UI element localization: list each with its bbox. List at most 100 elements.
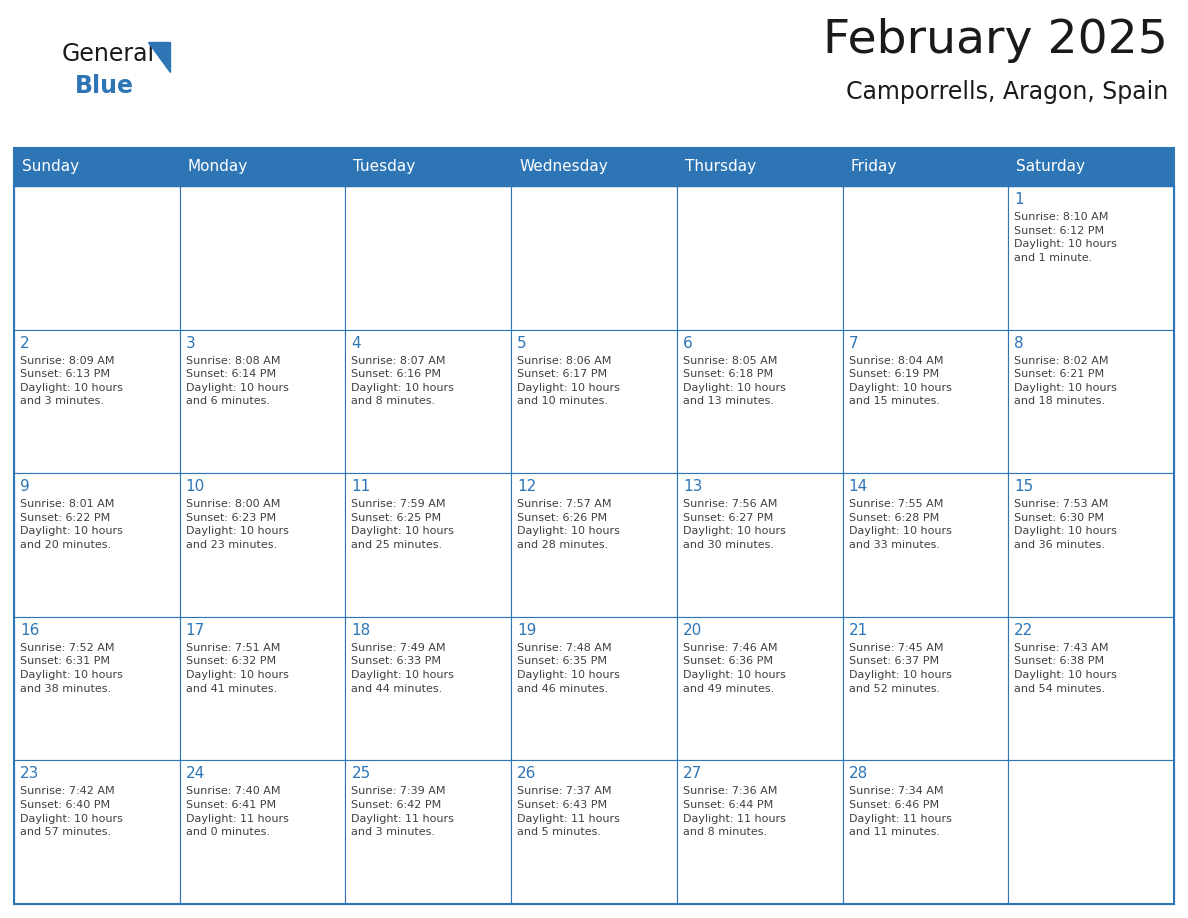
Bar	[14, 760, 179, 904]
Text: 21: 21	[848, 622, 867, 638]
Text: 17: 17	[185, 622, 206, 638]
Text: 1: 1	[1015, 192, 1024, 207]
Bar	[842, 473, 1009, 617]
Text: General: General	[62, 42, 156, 66]
Bar	[677, 330, 842, 473]
Bar	[511, 760, 677, 904]
Bar	[346, 760, 511, 904]
Text: 23: 23	[20, 767, 39, 781]
Bar	[14, 330, 179, 473]
Text: 28: 28	[848, 767, 867, 781]
Text: Sunrise: 8:04 AM
Sunset: 6:19 PM
Daylight: 10 hours
and 15 minutes.: Sunrise: 8:04 AM Sunset: 6:19 PM Dayligh…	[848, 355, 952, 407]
Text: Wednesday: Wednesday	[519, 160, 608, 174]
Text: Sunrise: 8:10 AM
Sunset: 6:12 PM
Daylight: 10 hours
and 1 minute.: Sunrise: 8:10 AM Sunset: 6:12 PM Dayligh…	[1015, 212, 1117, 263]
Text: Sunrise: 8:06 AM
Sunset: 6:17 PM
Daylight: 10 hours
and 10 minutes.: Sunrise: 8:06 AM Sunset: 6:17 PM Dayligh…	[517, 355, 620, 407]
Text: 27: 27	[683, 767, 702, 781]
Bar	[1009, 330, 1174, 473]
Text: 5: 5	[517, 336, 526, 351]
Text: 10: 10	[185, 479, 206, 494]
Bar	[179, 760, 346, 904]
Bar	[1009, 617, 1174, 760]
Bar	[842, 760, 1009, 904]
Bar	[14, 148, 1174, 186]
Text: Sunrise: 8:01 AM
Sunset: 6:22 PM
Daylight: 10 hours
and 20 minutes.: Sunrise: 8:01 AM Sunset: 6:22 PM Dayligh…	[20, 499, 122, 550]
Bar	[1009, 760, 1174, 904]
Bar	[1009, 186, 1174, 330]
Text: 12: 12	[517, 479, 537, 494]
Text: 25: 25	[352, 767, 371, 781]
Text: 18: 18	[352, 622, 371, 638]
Text: Sunrise: 7:52 AM
Sunset: 6:31 PM
Daylight: 10 hours
and 38 minutes.: Sunrise: 7:52 AM Sunset: 6:31 PM Dayligh…	[20, 643, 122, 694]
Bar	[179, 330, 346, 473]
Bar	[14, 148, 1174, 904]
Text: 15: 15	[1015, 479, 1034, 494]
Text: 6: 6	[683, 336, 693, 351]
Bar	[842, 186, 1009, 330]
Text: Sunrise: 7:49 AM
Sunset: 6:33 PM
Daylight: 10 hours
and 44 minutes.: Sunrise: 7:49 AM Sunset: 6:33 PM Dayligh…	[352, 643, 454, 694]
Bar	[511, 186, 677, 330]
Text: 3: 3	[185, 336, 196, 351]
Text: Sunrise: 7:46 AM
Sunset: 6:36 PM
Daylight: 10 hours
and 49 minutes.: Sunrise: 7:46 AM Sunset: 6:36 PM Dayligh…	[683, 643, 785, 694]
Bar	[346, 617, 511, 760]
Bar	[179, 473, 346, 617]
Text: 13: 13	[683, 479, 702, 494]
Text: Sunrise: 7:48 AM
Sunset: 6:35 PM
Daylight: 10 hours
and 46 minutes.: Sunrise: 7:48 AM Sunset: 6:35 PM Dayligh…	[517, 643, 620, 694]
Bar	[14, 186, 179, 330]
Text: Sunrise: 7:37 AM
Sunset: 6:43 PM
Daylight: 11 hours
and 5 minutes.: Sunrise: 7:37 AM Sunset: 6:43 PM Dayligh…	[517, 787, 620, 837]
Text: Sunrise: 7:51 AM
Sunset: 6:32 PM
Daylight: 10 hours
and 41 minutes.: Sunrise: 7:51 AM Sunset: 6:32 PM Dayligh…	[185, 643, 289, 694]
Text: Sunrise: 8:00 AM
Sunset: 6:23 PM
Daylight: 10 hours
and 23 minutes.: Sunrise: 8:00 AM Sunset: 6:23 PM Dayligh…	[185, 499, 289, 550]
Text: 16: 16	[20, 622, 39, 638]
Text: Sunrise: 8:05 AM
Sunset: 6:18 PM
Daylight: 10 hours
and 13 minutes.: Sunrise: 8:05 AM Sunset: 6:18 PM Dayligh…	[683, 355, 785, 407]
Bar	[677, 473, 842, 617]
Bar	[511, 330, 677, 473]
Text: Sunrise: 8:08 AM
Sunset: 6:14 PM
Daylight: 10 hours
and 6 minutes.: Sunrise: 8:08 AM Sunset: 6:14 PM Dayligh…	[185, 355, 289, 407]
Text: Sunrise: 7:45 AM
Sunset: 6:37 PM
Daylight: 10 hours
and 52 minutes.: Sunrise: 7:45 AM Sunset: 6:37 PM Dayligh…	[848, 643, 952, 694]
Text: 20: 20	[683, 622, 702, 638]
Polygon shape	[148, 42, 170, 72]
Text: 7: 7	[848, 336, 858, 351]
Text: 19: 19	[517, 622, 537, 638]
Text: Tuesday: Tuesday	[353, 160, 416, 174]
Text: Sunrise: 7:34 AM
Sunset: 6:46 PM
Daylight: 11 hours
and 11 minutes.: Sunrise: 7:34 AM Sunset: 6:46 PM Dayligh…	[848, 787, 952, 837]
Bar	[677, 186, 842, 330]
Bar	[346, 186, 511, 330]
Bar	[14, 473, 179, 617]
Bar	[677, 617, 842, 760]
Text: 24: 24	[185, 767, 206, 781]
Bar	[1009, 473, 1174, 617]
Text: Sunrise: 7:59 AM
Sunset: 6:25 PM
Daylight: 10 hours
and 25 minutes.: Sunrise: 7:59 AM Sunset: 6:25 PM Dayligh…	[352, 499, 454, 550]
Text: 9: 9	[20, 479, 30, 494]
Text: 11: 11	[352, 479, 371, 494]
Text: Sunrise: 7:57 AM
Sunset: 6:26 PM
Daylight: 10 hours
and 28 minutes.: Sunrise: 7:57 AM Sunset: 6:26 PM Dayligh…	[517, 499, 620, 550]
Text: 26: 26	[517, 767, 537, 781]
Bar	[14, 617, 179, 760]
Bar	[179, 186, 346, 330]
Bar	[511, 473, 677, 617]
Text: 4: 4	[352, 336, 361, 351]
Text: Friday: Friday	[851, 160, 897, 174]
Text: Monday: Monday	[188, 160, 248, 174]
Bar	[511, 617, 677, 760]
Text: 2: 2	[20, 336, 30, 351]
Text: Sunrise: 7:56 AM
Sunset: 6:27 PM
Daylight: 10 hours
and 30 minutes.: Sunrise: 7:56 AM Sunset: 6:27 PM Dayligh…	[683, 499, 785, 550]
Text: February 2025: February 2025	[823, 18, 1168, 63]
Text: Camporrells, Aragon, Spain: Camporrells, Aragon, Spain	[846, 80, 1168, 104]
Text: Sunrise: 7:39 AM
Sunset: 6:42 PM
Daylight: 11 hours
and 3 minutes.: Sunrise: 7:39 AM Sunset: 6:42 PM Dayligh…	[352, 787, 454, 837]
Text: Sunrise: 8:07 AM
Sunset: 6:16 PM
Daylight: 10 hours
and 8 minutes.: Sunrise: 8:07 AM Sunset: 6:16 PM Dayligh…	[352, 355, 454, 407]
Text: 8: 8	[1015, 336, 1024, 351]
Text: Sunrise: 7:42 AM
Sunset: 6:40 PM
Daylight: 10 hours
and 57 minutes.: Sunrise: 7:42 AM Sunset: 6:40 PM Dayligh…	[20, 787, 122, 837]
Text: Sunday: Sunday	[23, 160, 80, 174]
Bar	[677, 760, 842, 904]
Text: Sunrise: 7:53 AM
Sunset: 6:30 PM
Daylight: 10 hours
and 36 minutes.: Sunrise: 7:53 AM Sunset: 6:30 PM Dayligh…	[1015, 499, 1117, 550]
Text: Thursday: Thursday	[684, 160, 756, 174]
Bar	[842, 330, 1009, 473]
Text: Sunrise: 7:43 AM
Sunset: 6:38 PM
Daylight: 10 hours
and 54 minutes.: Sunrise: 7:43 AM Sunset: 6:38 PM Dayligh…	[1015, 643, 1117, 694]
Text: 14: 14	[848, 479, 867, 494]
Bar	[179, 617, 346, 760]
Text: Sunrise: 7:40 AM
Sunset: 6:41 PM
Daylight: 11 hours
and 0 minutes.: Sunrise: 7:40 AM Sunset: 6:41 PM Dayligh…	[185, 787, 289, 837]
Bar	[346, 473, 511, 617]
Text: Sunrise: 8:02 AM
Sunset: 6:21 PM
Daylight: 10 hours
and 18 minutes.: Sunrise: 8:02 AM Sunset: 6:21 PM Dayligh…	[1015, 355, 1117, 407]
Text: 22: 22	[1015, 622, 1034, 638]
Text: Blue: Blue	[75, 74, 134, 98]
Text: Sunrise: 8:09 AM
Sunset: 6:13 PM
Daylight: 10 hours
and 3 minutes.: Sunrise: 8:09 AM Sunset: 6:13 PM Dayligh…	[20, 355, 122, 407]
